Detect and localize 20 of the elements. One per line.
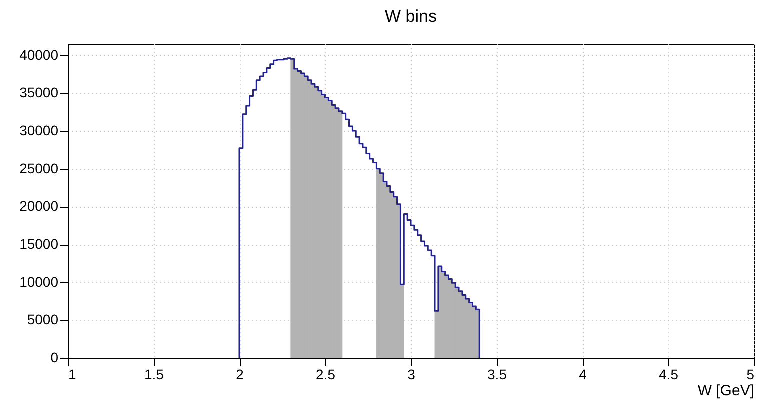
y-tick-label: 20000	[20, 198, 59, 214]
y-tick-label: 25000	[20, 160, 59, 176]
x-tick-label: 3	[408, 366, 416, 382]
y-tick-label: 40000	[20, 46, 59, 63]
x-tick-label: 4.5	[659, 366, 679, 382]
y-tick-label: 10000	[20, 274, 59, 290]
x-tick-label: 1.5	[144, 366, 164, 382]
x-tick-label: 5	[746, 366, 755, 382]
y-tick-label: 30000	[20, 122, 59, 139]
y-tick-label: 15000	[20, 236, 59, 252]
y-tick-label: 35000	[20, 84, 59, 101]
y-tick-label: 0	[50, 350, 59, 366]
x-tick-label: 2	[236, 366, 244, 382]
x-tick-label: 2.5	[316, 366, 336, 382]
x-tick-label: 1	[68, 366, 76, 382]
x-axis-title: W [GeV]	[698, 382, 754, 400]
x-tick-label: 3.5	[488, 366, 508, 382]
x-tick-label: 4	[579, 366, 588, 382]
chart-title: W bins	[385, 7, 437, 26]
y-tick-label: 5000	[27, 312, 59, 328]
